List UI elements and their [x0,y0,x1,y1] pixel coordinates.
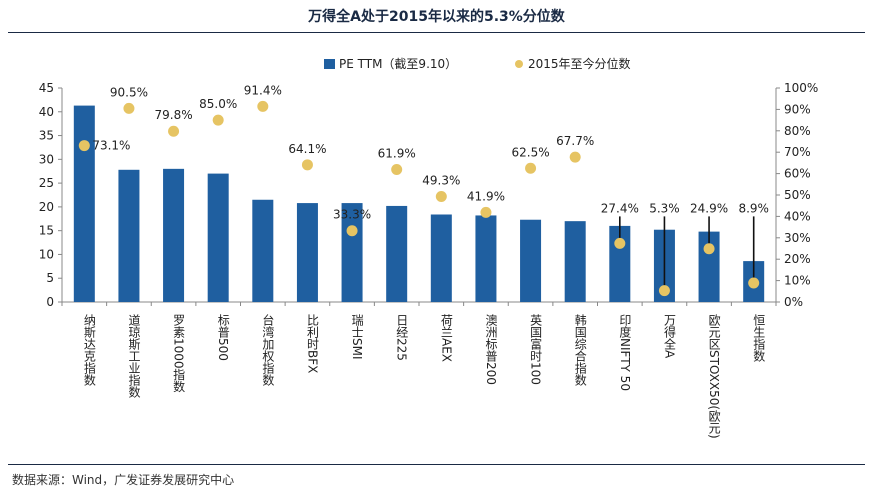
percentile-label: 61.9% [378,147,416,161]
category-label: 瑞士SMI [350,314,364,360]
percentile-dot [346,225,358,237]
category-label: 英国富时100 [529,314,543,385]
percentile-label: 41.9% [467,189,505,203]
title-divider [8,32,865,33]
category-label: 韩国综合指数 [573,313,587,387]
right-tick-label: 40% [784,209,811,223]
source-divider [8,464,865,465]
right-tick-label: 100% [784,81,818,95]
percentile-dot [435,190,447,202]
category-label: 欧元区STOXX50(欧元) [707,314,721,439]
percentile-dot [614,237,626,249]
pe-bar [296,203,318,302]
percentile-label: 27.4% [601,201,639,215]
percentile-label: 49.3% [422,173,460,187]
percentile-dot [257,100,269,112]
category-label: 日经225 [395,314,409,361]
right-tick-label: 80% [784,124,811,138]
percentile-dot [301,159,313,171]
right-tick-label: 90% [784,102,811,116]
category-label: 荷兰AEX [439,314,453,362]
pe-bar [520,219,542,302]
pe-bar [386,205,408,302]
percentile-dot [703,243,715,255]
left-tick-label: 35 [39,129,54,143]
pe-bar [207,173,229,302]
percentile-dot [569,151,581,163]
left-tick-label: 5 [46,271,54,285]
left-tick-label: 10 [39,247,54,261]
category-label: 澳洲标普200 [484,314,498,385]
percentile-label: 91.4% [244,83,282,97]
category-label: 罗素1000指数 [172,314,186,394]
category-labels: 纳斯达克指数 道琼斯工业指数 罗素1000指数 标普500 台湾加权指数 比利时BFX 瑞士… [82,313,765,439]
right-tick-label: 0% [784,295,803,309]
legend-bar-swatch [324,59,335,69]
category-label: 恒生指数 [752,314,766,363]
pe-bar [118,169,140,302]
percentile-dot [168,125,180,137]
category-label: 印度NIFTY 50 [618,314,632,391]
pe-bar [430,214,452,302]
pe-bar [163,168,185,302]
percentile-label: 64.1% [288,142,326,156]
percentile-dot [78,140,90,152]
category-label: 台湾加权指数 [261,313,275,387]
percentile-dot [480,206,492,218]
percentile-label: 24.9% [690,201,728,215]
left-tick-label: 40 [39,105,54,119]
pe-bar [73,105,95,303]
percentile-dots [78,100,760,297]
bars [73,105,765,303]
source-note: 数据来源：Wind，广发证券发展研究中心 [12,473,235,487]
percentile-labels: 73.1% 90.5% 79.8% 85.0% 91.4% 64.1% 33.3% 61.9%… [92,83,769,221]
right-tick-label: 20% [784,252,811,266]
percentile-dot [212,114,224,126]
percentile-label: 67.7% [556,134,594,148]
left-tick-label: 25 [39,176,54,190]
percentile-label: 5.3% [649,201,680,215]
bar-scatter-chart: PE TTM（截至9.10） 2015年至今分位数 0 5 10 15 20 25 30 35… [39,56,819,439]
pe-bar [475,215,497,302]
right-tick-label: 60% [784,167,811,181]
left-tick-label: 20 [39,200,54,214]
label-connectors [619,216,755,286]
pe-bar [341,203,363,302]
category-label: 万得全A [662,314,676,359]
pe-bar [252,199,274,302]
legend: PE TTM（截至9.10） 2015年至今分位数 [324,56,631,71]
legend-dot-swatch [515,60,523,68]
left-tick-label: 30 [39,152,54,166]
category-label: 标普500 [216,314,230,361]
legend-bar-label: PE TTM（截至9.10） [339,57,457,71]
category-label: 比利时BFX [305,314,319,374]
percentile-label: 73.1% [92,139,130,153]
percentile-dot [123,102,135,114]
category-label: 道琼斯工业指数 [127,314,141,399]
chart-title: 万得全A处于2015年以来的5.3%分位数 [308,9,565,25]
legend-dot-label: 2015年至今分位数 [528,56,631,71]
category-label: 纳斯达克指数 [82,314,96,387]
percentile-label: 33.3% [333,208,371,222]
right-tick-label: 50% [784,188,811,202]
percentile-dot [525,162,537,174]
left-tick-label: 45 [39,81,54,95]
percentile-dot [391,164,403,176]
percentile-label: 8.9% [738,201,769,215]
percentile-dot [658,285,670,297]
pe-bar [564,221,586,302]
percentile-dot [748,277,760,289]
right-tick-label: 10% [784,274,811,288]
percentile-label: 62.5% [512,145,550,159]
percentile-label: 90.5% [110,85,148,99]
left-tick-label: 0 [46,295,54,309]
percentile-label: 85.0% [199,97,237,111]
percentile-label: 79.8% [155,108,193,122]
right-tick-label: 70% [784,145,811,159]
left-tick-label: 15 [39,224,54,238]
right-tick-label: 30% [784,231,811,245]
